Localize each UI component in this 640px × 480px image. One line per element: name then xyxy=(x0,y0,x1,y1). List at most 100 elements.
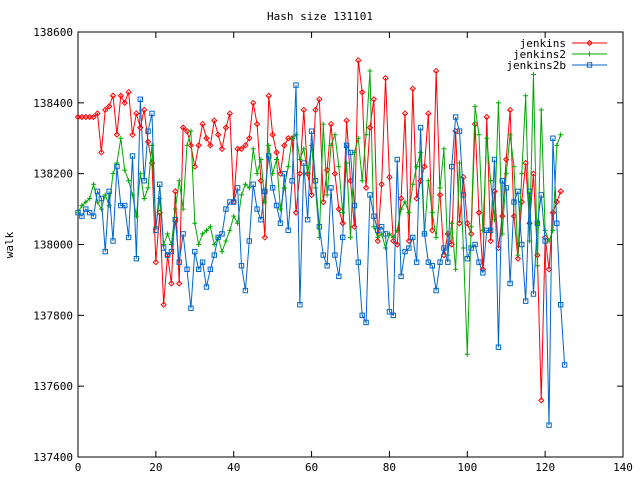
data-point xyxy=(413,259,420,265)
x-tick-label: 120 xyxy=(535,461,555,474)
data-point xyxy=(332,132,338,138)
data-point xyxy=(165,231,171,237)
data-point xyxy=(164,252,171,258)
data-point xyxy=(114,163,120,170)
data-point xyxy=(227,227,233,233)
data-point xyxy=(215,234,221,241)
data-point xyxy=(269,185,276,191)
data-point xyxy=(549,209,557,216)
data-point xyxy=(367,68,373,74)
y-tick-label: 138600 xyxy=(33,26,73,39)
data-point xyxy=(371,213,377,219)
data-point xyxy=(507,132,513,138)
data-point xyxy=(308,191,315,199)
data-point xyxy=(378,181,385,188)
data-point xyxy=(456,128,463,134)
data-point xyxy=(363,132,369,138)
data-point xyxy=(483,113,490,121)
data-point xyxy=(406,245,412,251)
data-point xyxy=(223,206,229,212)
data-point xyxy=(172,206,178,212)
data-point xyxy=(90,113,97,121)
data-point xyxy=(343,142,350,149)
data-point xyxy=(542,238,548,244)
data-point xyxy=(550,135,556,141)
data-point xyxy=(238,145,245,153)
data-point xyxy=(223,238,229,244)
data-point xyxy=(191,163,198,170)
data-point xyxy=(554,142,560,148)
data-point xyxy=(304,217,311,223)
data-point xyxy=(328,142,334,148)
data-point xyxy=(125,89,132,96)
data-point xyxy=(246,135,253,142)
data-point xyxy=(250,146,256,152)
data-point xyxy=(472,241,478,248)
data-point xyxy=(425,178,431,184)
y-axis-label: walk xyxy=(3,231,16,258)
y-tick-label: 137600 xyxy=(33,380,73,393)
data-point xyxy=(122,202,128,209)
data-point xyxy=(269,131,276,138)
data-point xyxy=(105,103,113,110)
data-point xyxy=(382,74,389,82)
data-point xyxy=(421,231,428,237)
data-point xyxy=(320,121,326,127)
data-point xyxy=(328,185,334,191)
data-point xyxy=(355,259,361,265)
data-point xyxy=(176,280,183,287)
data-point xyxy=(398,273,404,280)
data-point xyxy=(464,255,470,262)
series-line-jenkins2b xyxy=(77,85,566,426)
series-layer xyxy=(74,57,568,428)
data-point xyxy=(558,132,564,138)
data-point xyxy=(374,237,381,245)
data-point xyxy=(301,146,307,152)
data-point xyxy=(83,206,89,212)
y-tick-label: 138400 xyxy=(33,97,73,110)
data-point xyxy=(511,164,517,170)
data-point xyxy=(149,142,155,148)
data-point xyxy=(199,259,206,265)
data-point xyxy=(542,227,548,233)
data-point xyxy=(401,110,409,117)
data-point xyxy=(410,234,416,241)
data-point xyxy=(445,259,451,265)
data-point xyxy=(145,128,151,134)
data-point xyxy=(265,92,272,99)
data-point xyxy=(414,164,420,170)
data-point xyxy=(168,280,175,287)
data-point xyxy=(196,242,202,247)
data-point xyxy=(293,82,299,88)
data-point xyxy=(254,206,260,212)
data-point xyxy=(484,135,490,141)
data-point xyxy=(297,157,303,162)
data-point xyxy=(460,192,467,198)
data-point xyxy=(344,160,350,166)
data-point xyxy=(309,142,315,148)
data-point xyxy=(332,252,338,258)
data-point xyxy=(421,163,428,170)
data-point xyxy=(432,67,440,75)
data-point xyxy=(316,96,323,103)
data-point xyxy=(94,110,101,117)
data-point xyxy=(530,291,537,297)
x-tick-label: 20 xyxy=(149,461,162,474)
data-point xyxy=(140,106,148,114)
data-point xyxy=(219,231,225,237)
data-point xyxy=(117,92,125,99)
data-point xyxy=(152,259,160,266)
data-point xyxy=(519,241,525,248)
x-tick-label: 100 xyxy=(457,461,477,474)
data-point xyxy=(367,192,373,198)
data-point xyxy=(418,149,424,155)
data-point xyxy=(456,220,463,227)
chart-title: Hash size 131101 xyxy=(267,10,373,23)
x-tick-label: 60 xyxy=(305,461,318,474)
data-point xyxy=(386,309,393,315)
data-point xyxy=(515,252,521,258)
data-point xyxy=(234,185,241,191)
data-point xyxy=(250,181,256,187)
